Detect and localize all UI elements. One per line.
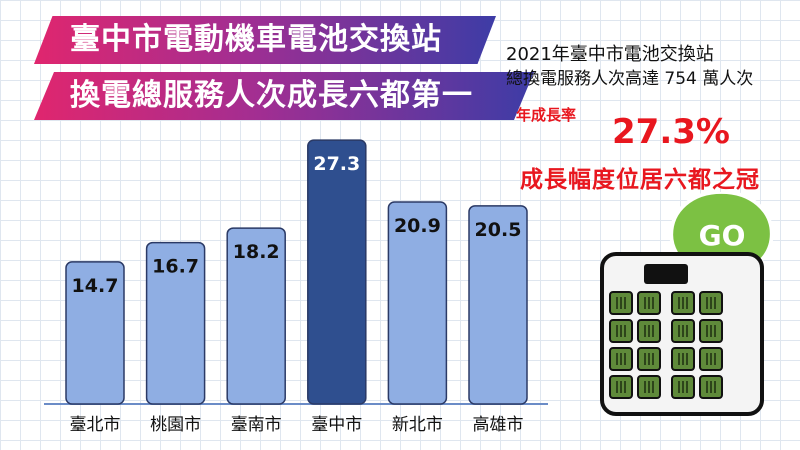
battery-cabinet-icon [600,252,764,416]
bar-value-label-0: 14.7 [72,275,119,297]
category-label-4: 新北市 [392,415,443,435]
growth-rank-note: 成長幅度位居六都之冠 [520,167,760,193]
go-badge-text: GO [699,219,746,252]
headline-line-1: 臺中市電動機車電池交換站 [34,16,496,64]
summary-line-2: 總換電服務人次高達 754 萬人次 [506,69,754,89]
category-label-3: 臺中市 [311,415,362,435]
bar-value-label-1: 16.7 [152,256,199,278]
bar-1 [145,241,206,405]
category-label-1: 桃園市 [150,415,201,435]
bar-3 [307,139,367,405]
bar-value-label-5: 20.5 [475,219,522,241]
bar-2 [226,227,286,405]
summary-line-1: 2021年臺中市電池交換站 [506,44,714,65]
bar-value-label-3: 27.3 [313,153,360,175]
bar-0 [65,261,125,405]
growth-rate-label: 年成長率 [516,106,577,124]
growth-rate-value: 27.3% [612,112,730,152]
battery-swap-station-illustration: GO [600,192,774,416]
bar-value-label-2: 18.2 [233,241,280,263]
bar-4 [387,201,448,405]
category-label-0: 臺北市 [70,415,121,435]
bar-5 [468,205,528,405]
bar-value-label-4: 20.9 [394,215,441,237]
category-label-5: 高雄市 [473,415,524,435]
category-label-2: 臺南市 [231,415,282,435]
headline-line-2: 換電總服務人次成長六都第一 [34,72,534,120]
